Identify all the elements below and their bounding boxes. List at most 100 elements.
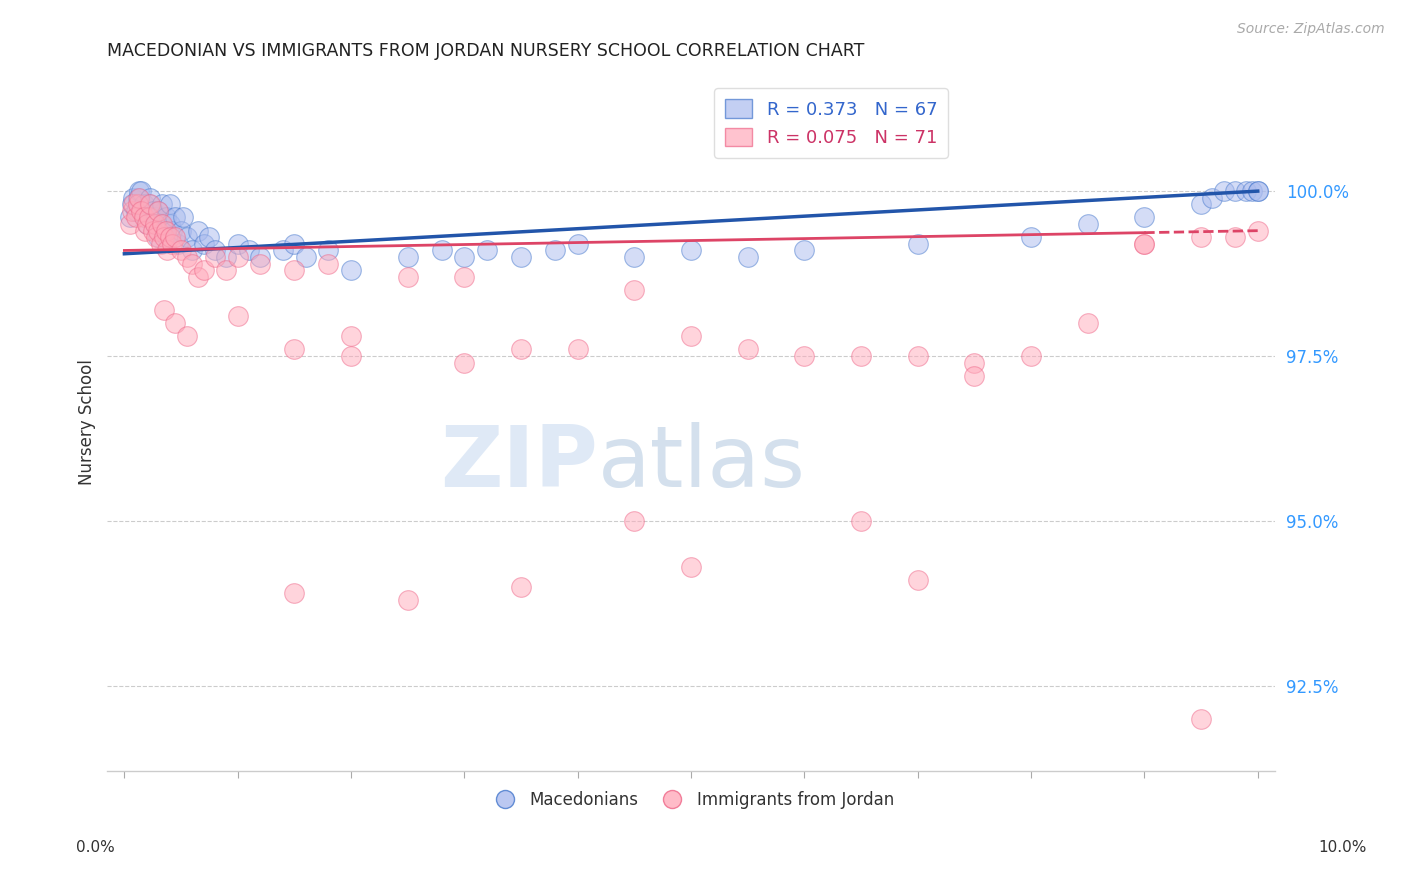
Point <box>283 343 305 357</box>
Point <box>156 244 179 258</box>
Point <box>907 349 929 363</box>
Point <box>148 224 170 238</box>
Point <box>510 343 533 357</box>
Point <box>318 257 340 271</box>
Point <box>145 211 167 225</box>
Point <box>430 244 453 258</box>
Point <box>340 329 363 343</box>
Point <box>1223 184 1246 198</box>
Point <box>1240 184 1263 198</box>
Point <box>249 250 271 264</box>
Point <box>544 244 567 258</box>
Point <box>453 355 475 369</box>
Point <box>510 250 533 264</box>
Point <box>118 211 141 225</box>
Point <box>453 250 475 264</box>
Point <box>142 224 165 238</box>
Point <box>134 224 156 238</box>
Point <box>340 263 363 277</box>
Point <box>149 236 172 251</box>
Point <box>623 250 645 264</box>
Point <box>396 593 419 607</box>
Point <box>849 514 872 528</box>
Point <box>907 236 929 251</box>
Point <box>1189 230 1212 244</box>
Point <box>679 560 702 574</box>
Point <box>121 197 143 211</box>
Point <box>1019 349 1042 363</box>
Point <box>294 250 316 264</box>
Point <box>165 211 187 225</box>
Point <box>155 224 177 238</box>
Text: atlas: atlas <box>598 422 806 506</box>
Point <box>139 197 162 211</box>
Point <box>165 316 187 330</box>
Point <box>1234 184 1257 198</box>
Point <box>567 236 589 251</box>
Point <box>132 211 155 225</box>
Point <box>138 211 160 225</box>
Point <box>623 514 645 528</box>
Point <box>134 211 156 225</box>
Point <box>453 269 475 284</box>
Point <box>153 230 176 244</box>
Point <box>396 269 419 284</box>
Point <box>679 244 702 258</box>
Point <box>737 250 759 264</box>
Point <box>159 230 181 244</box>
Point <box>156 230 179 244</box>
Point <box>145 230 167 244</box>
Point <box>131 184 153 198</box>
Text: MACEDONIAN VS IMMIGRANTS FROM JORDAN NURSERY SCHOOL CORRELATION CHART: MACEDONIAN VS IMMIGRANTS FROM JORDAN NUR… <box>107 42 865 60</box>
Point <box>1189 197 1212 211</box>
Point <box>737 343 759 357</box>
Point <box>176 230 198 244</box>
Text: 10.0%: 10.0% <box>1319 840 1367 855</box>
Point <box>1247 184 1270 198</box>
Point <box>181 257 204 271</box>
Point <box>181 244 204 258</box>
Point <box>238 244 260 258</box>
Point <box>143 217 166 231</box>
Point <box>679 329 702 343</box>
Point <box>148 203 170 218</box>
Point <box>963 355 986 369</box>
Point <box>176 250 198 264</box>
Point <box>122 197 145 211</box>
Point <box>1019 230 1042 244</box>
Point <box>475 244 498 258</box>
Point <box>271 244 294 258</box>
Point <box>283 263 305 277</box>
Point <box>283 586 305 600</box>
Point <box>139 191 162 205</box>
Point <box>193 236 215 251</box>
Point <box>249 257 271 271</box>
Point <box>148 230 170 244</box>
Point <box>136 217 159 231</box>
Point <box>907 573 929 587</box>
Point <box>118 217 141 231</box>
Point <box>148 203 170 218</box>
Point <box>1201 191 1223 205</box>
Point <box>150 217 173 231</box>
Point <box>623 283 645 297</box>
Point <box>160 236 183 251</box>
Y-axis label: Nursery School: Nursery School <box>79 359 96 485</box>
Point <box>567 343 589 357</box>
Point <box>193 263 215 277</box>
Point <box>1189 712 1212 726</box>
Point <box>187 224 209 238</box>
Legend: Macedonians, Immigrants from Jordan: Macedonians, Immigrants from Jordan <box>481 784 901 815</box>
Point <box>510 580 533 594</box>
Text: Source: ZipAtlas.com: Source: ZipAtlas.com <box>1237 22 1385 37</box>
Point <box>153 224 176 238</box>
Point <box>187 269 209 284</box>
Point <box>155 211 177 225</box>
Point <box>1077 217 1099 231</box>
Text: ZIP: ZIP <box>440 422 598 506</box>
Point <box>160 224 183 238</box>
Point <box>128 184 150 198</box>
Point <box>1077 316 1099 330</box>
Point <box>396 250 419 264</box>
Point <box>166 236 188 251</box>
